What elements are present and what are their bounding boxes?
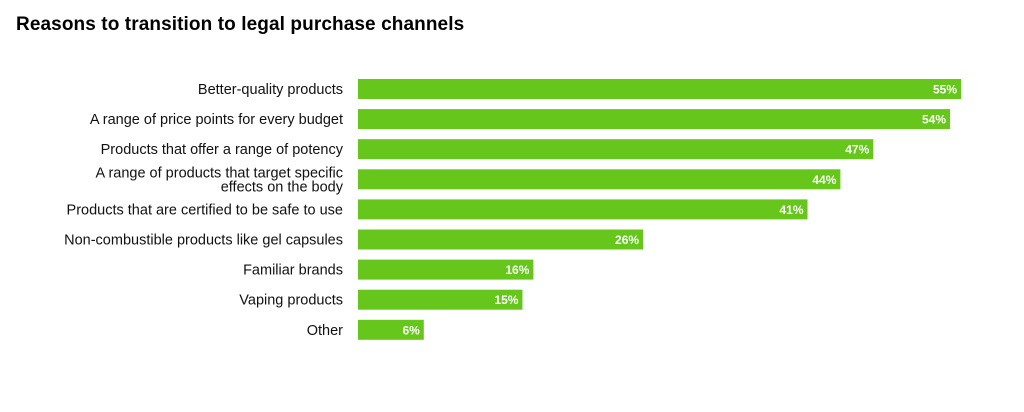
value-labels: 55% 54% 47% 44% 41% 26% 16% 15% 6%: [402, 83, 957, 338]
category-label: Products that offer a range of potency: [101, 142, 344, 158]
category-label: Vaping products: [239, 293, 343, 309]
bars: [358, 79, 961, 340]
chart-title: Reasons to transition to legal purchase …: [16, 14, 465, 35]
bar: [358, 169, 841, 190]
category-labels: Better-quality products A range of price …: [64, 82, 344, 339]
bar: [358, 109, 951, 130]
category-label: Familiar brands: [243, 263, 343, 279]
bar-value-label: 55%: [933, 83, 957, 97]
bar-value-label: 26%: [615, 233, 639, 247]
bar: [358, 139, 874, 160]
bar: [358, 289, 523, 310]
bar-value-label: 41%: [779, 203, 803, 217]
bar: [358, 79, 961, 99]
bar: [358, 199, 808, 220]
category-label: Other: [307, 323, 343, 339]
category-label: A range of products that target specific…: [96, 165, 344, 195]
bar-value-label: 54%: [922, 113, 946, 127]
bar-value-label: 44%: [812, 173, 836, 187]
category-label: Products that are certified to be safe t…: [67, 202, 343, 218]
category-label: Non-combustible products like gel capsul…: [64, 233, 343, 249]
category-label: A range of price points for every budget: [90, 112, 343, 128]
bar-value-label: 47%: [845, 143, 869, 157]
bar-value-label: 15%: [494, 293, 518, 307]
bar: [358, 229, 644, 250]
bar: [358, 259, 534, 280]
bar-value-label: 16%: [505, 263, 529, 277]
bar-value-label: 6%: [402, 323, 420, 337]
category-label: Better-quality products: [198, 82, 343, 98]
bar: [358, 319, 424, 340]
